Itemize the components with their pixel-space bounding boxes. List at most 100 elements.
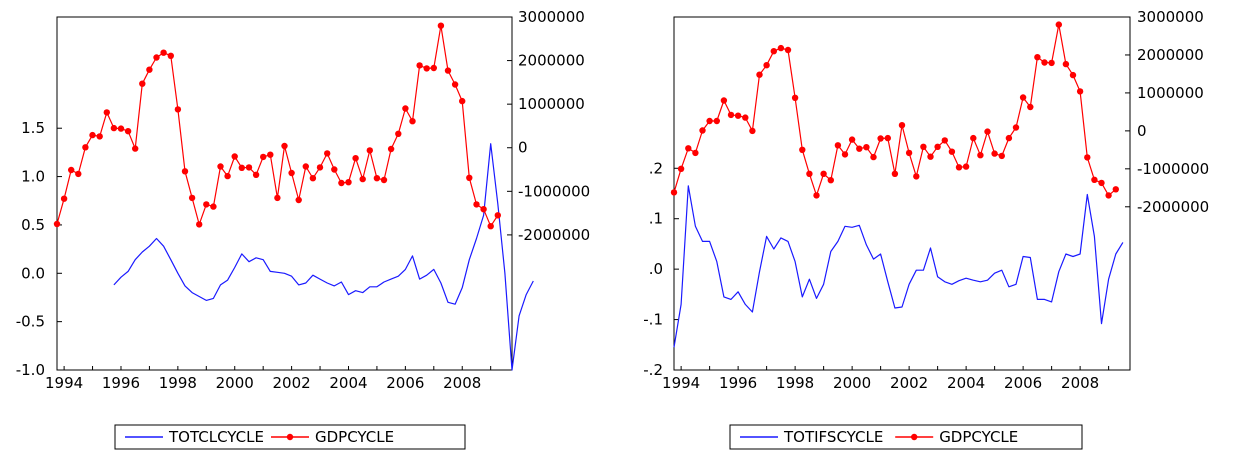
chart1-gdpcycle-point [338, 179, 345, 187]
chart1-gdpcycle-point [53, 220, 61, 228]
chart1-x-tick-label: 1996 [102, 374, 140, 392]
chart1-gdpcycle-point [402, 105, 409, 112]
chart1-gdpcycle-point [437, 22, 445, 29]
chart2-gdpcycle-point [841, 151, 849, 158]
chart1-x-tick-label: 1994 [45, 374, 83, 392]
chart1-gdpcycle-point [373, 175, 381, 182]
chart2-gdpcycle-point [670, 189, 678, 196]
chart1-gdpcycle-point [217, 163, 224, 170]
chart1-gdpcycle-point [324, 150, 331, 157]
chart2-gdpcycle-point [799, 146, 806, 153]
chart2-x-tick-label: 2006 [1004, 374, 1042, 392]
chart2-right-tick-label: 0 [1137, 122, 1147, 140]
chart2-plot-frame [673, 16, 1131, 371]
chart1-x-tick-label: 2006 [386, 374, 424, 392]
chart1-right-tick-label: 2000000 [518, 52, 585, 70]
chart2-gdpcycle-point [998, 152, 1005, 160]
chart2-gdpcycle-point [884, 134, 891, 142]
chart2-right-tick-label: 3000000 [1137, 8, 1204, 26]
chart1-right-tick-label: 0 [518, 139, 528, 157]
chart2-gdpcycle-point [913, 173, 920, 180]
chart2-gdpcycle-point [791, 94, 799, 102]
chart1-gdpcycle-point [252, 171, 260, 178]
chart2-gdpcycle-point [1112, 186, 1120, 193]
chart1-legend-marker-gdpcycle [286, 433, 294, 441]
chart1-gdpcycle-point [245, 164, 253, 171]
chart2-x-tick-label: 1996 [719, 374, 757, 392]
chart1-gdpcycle-point [395, 130, 402, 137]
chart1-gdpcycle-point [82, 144, 89, 151]
chart1-x-tick-label: 2000 [216, 374, 254, 392]
chart2-legend-label-totifscycle: TOTIFSCYCLE [783, 428, 883, 446]
chart1-totclcycle-line [113, 143, 534, 371]
chart1-right-tick-label: -2000000 [518, 226, 590, 244]
chart2-x-tick-label: 2004 [947, 374, 985, 392]
chart2-left-tick-label: .1 [649, 210, 663, 228]
chart1-gdpcycle-point [444, 67, 452, 74]
chart1-gdpcycle-point [139, 80, 146, 87]
chart2-gdpcycle-point [685, 145, 692, 152]
chart1-gdpcycle-point [487, 223, 494, 230]
chart1-gdpcycle-point [117, 125, 125, 132]
chart2-gdpcycle-point [1012, 124, 1020, 131]
chart-totclcycle-gdpcycle: 1.5 1.0 0.5 0.0 -0.5 -1.0 3000000 2000000 100000… [16, 8, 590, 450]
chart1-gdpcycle-point [188, 194, 196, 202]
chart1-legend-label-gdpcycle: GDPCYCLE [315, 428, 394, 446]
chart1-gdpcycle-point [231, 153, 238, 160]
chart2-gdpcycle-point [891, 170, 899, 177]
chart1-gdpcycle-point [359, 175, 366, 183]
chart2-gdpcycle-point [970, 134, 977, 142]
chart2-right-tick-label: 1000000 [1137, 84, 1204, 102]
chart1-gdpcycle-point [75, 170, 82, 178]
chart2-gdpcycle-point [1098, 179, 1105, 187]
chart2-gdpcycle-point [877, 135, 884, 142]
chart1-gdpcycle-point [60, 195, 68, 202]
chart1-left-tick-label: 1.5 [21, 119, 45, 137]
chart2-gdpcycle-point [749, 127, 756, 135]
chart2-left-tick-label: -.1 [643, 311, 663, 329]
chart1-right-tick-label: 1000000 [518, 95, 585, 113]
chart1-gdpcycle-point [459, 97, 466, 105]
chart1-plot-frame [56, 16, 513, 371]
chart1-gdpcycle-point [423, 65, 430, 72]
chart1-gdpcycle-point [196, 221, 203, 228]
chart1-gdpcycle-point [68, 166, 75, 174]
chart2-gdpcycle-point [784, 46, 792, 54]
chart2-gdpcycle-point [770, 48, 777, 55]
chart1-gdpcycle-point [167, 52, 174, 59]
chart1-gdpcycle-point [309, 175, 317, 182]
chart2-gdpcycle-point [677, 165, 685, 172]
chart1-x-tick-label: 1998 [159, 374, 197, 392]
chart2-right-tick-label: -1000000 [1137, 160, 1209, 178]
chart2-legend-marker-gdpcycle [911, 433, 918, 441]
chart1-gdpcycle-point [267, 151, 274, 158]
chart2-gdpcycle-line [673, 24, 1117, 196]
chart2-left-tick-label: .2 [649, 159, 663, 177]
chart2-gdpcycle-point [720, 97, 728, 104]
chart1-gdpcycle-point [352, 155, 359, 162]
chart1-gdpcycle-point [316, 164, 324, 171]
chart1-gdpcycle-point [331, 166, 338, 173]
chart2-gdpcycle-point [1084, 154, 1091, 161]
chart2-gdpcycle-point [742, 114, 749, 121]
chart1-gdpcycle-point [181, 168, 189, 175]
chart2-gdpcycle-point [756, 71, 763, 78]
chart1-gdpcycle-point [494, 212, 501, 219]
chart2-gdpcycle-point [977, 152, 984, 159]
chart1-gdpcycle-point [281, 142, 288, 150]
chart1-legend-label-totclcycle: TOTCLCYCLE [168, 428, 264, 446]
chart2-x-tick-label: 1998 [776, 374, 814, 392]
chart2-gdpcycle-point [984, 128, 991, 135]
chart2-right-tick-label: 2000000 [1137, 46, 1204, 64]
chart2-gdpcycle-point [920, 143, 927, 150]
chart1-left-tick-label: 0.5 [21, 216, 45, 234]
chart2-gdpcycle-point [1019, 94, 1027, 101]
chart1-gdpcycle-point [153, 54, 160, 61]
chart1-gdpcycle-point [110, 124, 118, 132]
chart1-gdpcycle-point [473, 201, 480, 208]
chart1-gdpcycle-point [480, 206, 487, 213]
chart1-left-tick-label: 0.0 [21, 264, 45, 282]
chart1-gdpcycle-point [146, 66, 153, 73]
chart1-gdpcycle-point [224, 172, 231, 180]
